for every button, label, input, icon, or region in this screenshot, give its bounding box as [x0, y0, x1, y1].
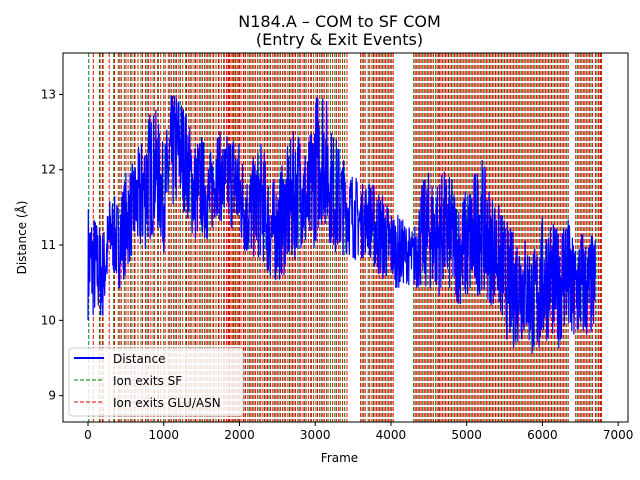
legend-label-distance: Distance: [113, 352, 165, 366]
x-tick-label: 6000: [527, 428, 558, 442]
x-tick-label: 3000: [300, 428, 331, 442]
x-axis-label: Frame: [321, 451, 358, 465]
x-tick-label: 7000: [603, 428, 634, 442]
x-tick-label: 2000: [224, 428, 255, 442]
x-tick-label: 1000: [148, 428, 179, 442]
legend-label-sf-exits: Ion exits SF: [113, 374, 182, 388]
chart-title-line2: (Entry & Exit Events): [256, 30, 423, 49]
x-axis-ticks: 0 1000 2000 3000 4000 5000 6000 7000: [84, 422, 633, 442]
legend: Distance Ion exits SF Ion exits GLU/ASN: [68, 347, 244, 417]
x-tick-label: 4000: [376, 428, 407, 442]
legend-label-glu-asn-exits: Ion exits GLU/ASN: [113, 396, 221, 410]
plot-area: [62, 52, 629, 423]
x-tick-label: 5000: [451, 428, 482, 442]
y-tick-label: 13: [41, 87, 56, 101]
y-axis-label: Distance (Å): [14, 201, 29, 275]
y-tick-label: 12: [41, 163, 56, 177]
y-tick-label: 9: [48, 389, 56, 403]
y-axis-ticks: 9 10 11 12 13: [41, 87, 63, 403]
x-tick-label: 0: [84, 428, 92, 442]
y-tick-label: 10: [41, 313, 56, 327]
distance-series-line: [87, 95, 596, 355]
series-layer: [87, 95, 596, 355]
chart-title-line1: N184.A – COM to SF COM: [238, 12, 441, 31]
legend-box: [68, 347, 244, 417]
plot-frame: [62, 52, 629, 423]
y-tick-label: 11: [41, 238, 56, 252]
